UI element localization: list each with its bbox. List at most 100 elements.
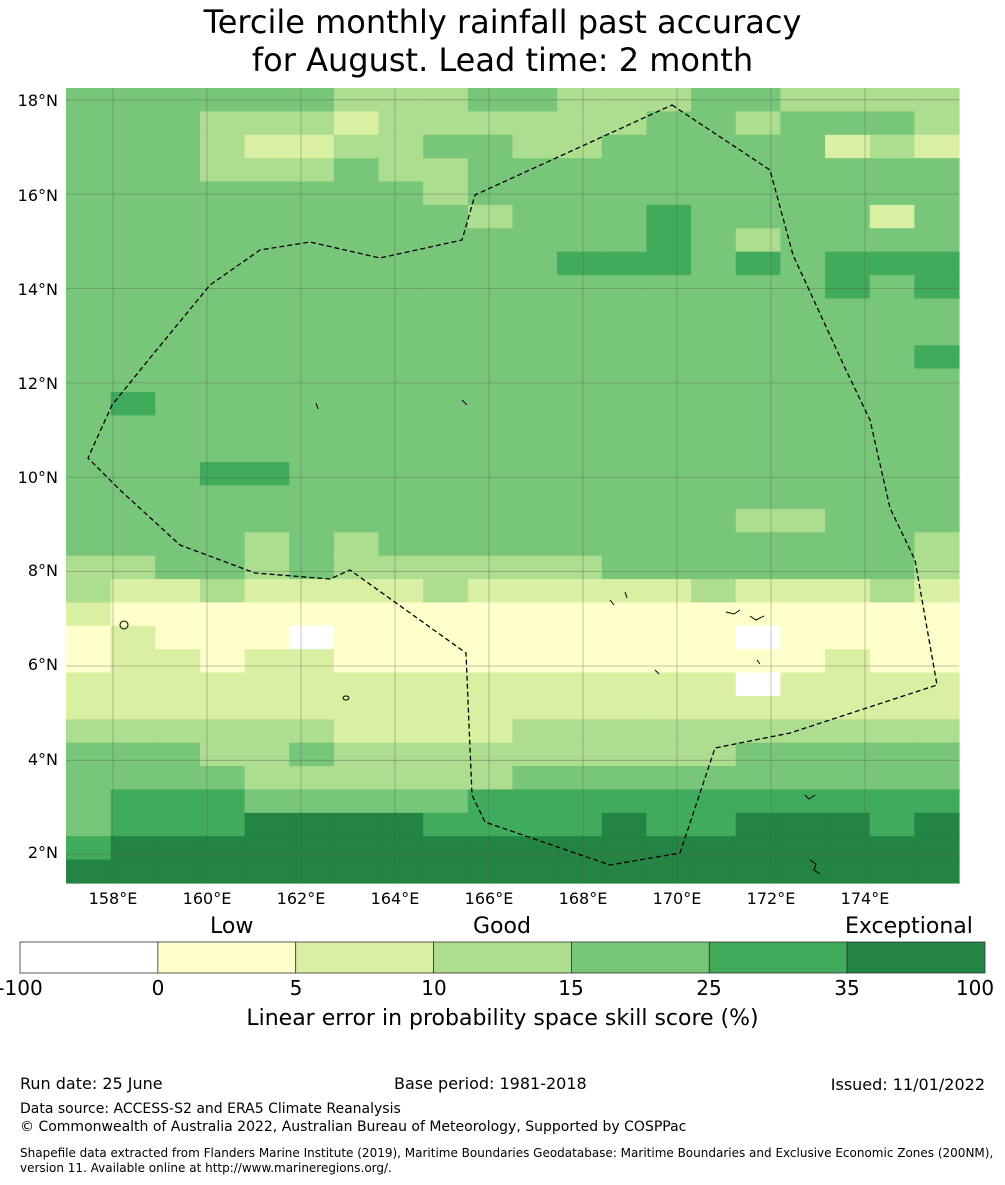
map-cell	[735, 532, 781, 557]
map-cell	[423, 368, 469, 393]
map-cell	[244, 766, 290, 791]
map-cell	[691, 602, 737, 627]
colorbar-label: Linear error in probability space skill …	[246, 1006, 759, 1031]
map-cell	[199, 649, 246, 674]
shapefile-credit-line-2: version 11. Available online at http://w…	[20, 1161, 392, 1175]
map-cell	[467, 766, 514, 791]
map-cell	[289, 181, 335, 206]
map-cell	[289, 88, 335, 112]
map-cell	[557, 812, 603, 837]
map-cell	[825, 391, 871, 416]
map-cell	[914, 836, 960, 861]
map-cell	[110, 742, 156, 767]
map-cell	[467, 789, 514, 814]
map-cell	[66, 649, 112, 674]
map-cell	[289, 766, 335, 791]
map-cell	[244, 88, 290, 112]
map-cell	[512, 228, 558, 253]
map-cell	[467, 158, 514, 183]
map-cell	[244, 859, 290, 884]
map-cell	[110, 321, 156, 346]
map-cell	[691, 649, 737, 674]
map-cell	[199, 111, 246, 136]
map-cell	[825, 695, 871, 720]
map-cell	[557, 649, 603, 674]
map-cell	[199, 555, 246, 580]
map-cell	[378, 181, 424, 206]
map-cell	[914, 345, 960, 370]
map-cell	[646, 695, 692, 720]
map-cell	[155, 812, 201, 837]
map-grid-cells	[66, 88, 960, 884]
map-cell	[557, 438, 603, 463]
map-cell	[289, 579, 335, 604]
map-cell	[423, 251, 469, 276]
map-cell	[914, 415, 960, 440]
map-cell	[423, 228, 469, 253]
map-cell	[333, 181, 380, 206]
map-cell	[691, 204, 737, 229]
map-cell	[914, 111, 960, 136]
map-cell	[601, 812, 648, 837]
map-cell	[735, 391, 781, 416]
map-cell	[423, 812, 469, 837]
map-cell	[914, 462, 960, 487]
map-cell	[467, 602, 514, 627]
map-cell	[914, 579, 960, 604]
map-cell	[646, 181, 692, 206]
map-cell	[199, 345, 246, 370]
map-cell	[512, 251, 558, 276]
map-cell	[378, 579, 424, 604]
map-cell	[155, 345, 201, 370]
map-cell	[914, 391, 960, 416]
map-cell	[914, 508, 960, 533]
map-cell	[735, 158, 781, 183]
map-cell	[601, 391, 648, 416]
map-cell	[378, 625, 424, 650]
map-cell	[423, 88, 469, 112]
map-cell	[825, 204, 871, 229]
shapefile-credit-line-1: Shapefile data extracted from Flanders M…	[20, 1146, 994, 1160]
map-cell	[423, 438, 469, 463]
map-cell	[378, 345, 424, 370]
map-cell	[780, 228, 826, 253]
map-cell	[646, 719, 692, 744]
map-cell	[869, 415, 915, 440]
skill-score-map	[66, 88, 960, 884]
map-cell	[423, 742, 469, 767]
map-cell	[333, 812, 380, 837]
map-cell	[557, 602, 603, 627]
map-cell	[66, 275, 112, 300]
map-cell	[869, 111, 915, 136]
map-cell	[869, 742, 915, 767]
map-cell	[512, 158, 558, 183]
map-cell	[646, 462, 692, 487]
map-cell	[155, 204, 201, 229]
map-cell	[512, 181, 558, 206]
map-cell	[557, 321, 603, 346]
map-cell	[66, 766, 112, 791]
eez-boundary-line	[87, 104, 938, 866]
map-cell	[378, 462, 424, 487]
map-cell	[691, 579, 737, 604]
map-cell	[66, 391, 112, 416]
colorbar-swatch	[157, 941, 297, 974]
map-cell	[467, 134, 514, 159]
map-cell	[557, 415, 603, 440]
map-cell	[557, 298, 603, 323]
map-cell	[601, 742, 648, 767]
map-cell	[289, 204, 335, 229]
map-cell	[735, 462, 781, 487]
map-cell	[780, 275, 826, 300]
colorbar-category-low: Low	[210, 914, 254, 939]
map-cell	[735, 742, 781, 767]
lon-label: 162°E	[276, 889, 326, 908]
map-cell	[289, 508, 335, 533]
map-cell	[467, 742, 514, 767]
data-source: Data source: ACCESS-S2 and ERA5 Climate …	[20, 1101, 401, 1117]
map-cell	[467, 111, 514, 136]
map-cell	[512, 508, 558, 533]
map-cell	[914, 181, 960, 206]
map-cell	[244, 812, 290, 837]
map-cell	[914, 672, 960, 697]
